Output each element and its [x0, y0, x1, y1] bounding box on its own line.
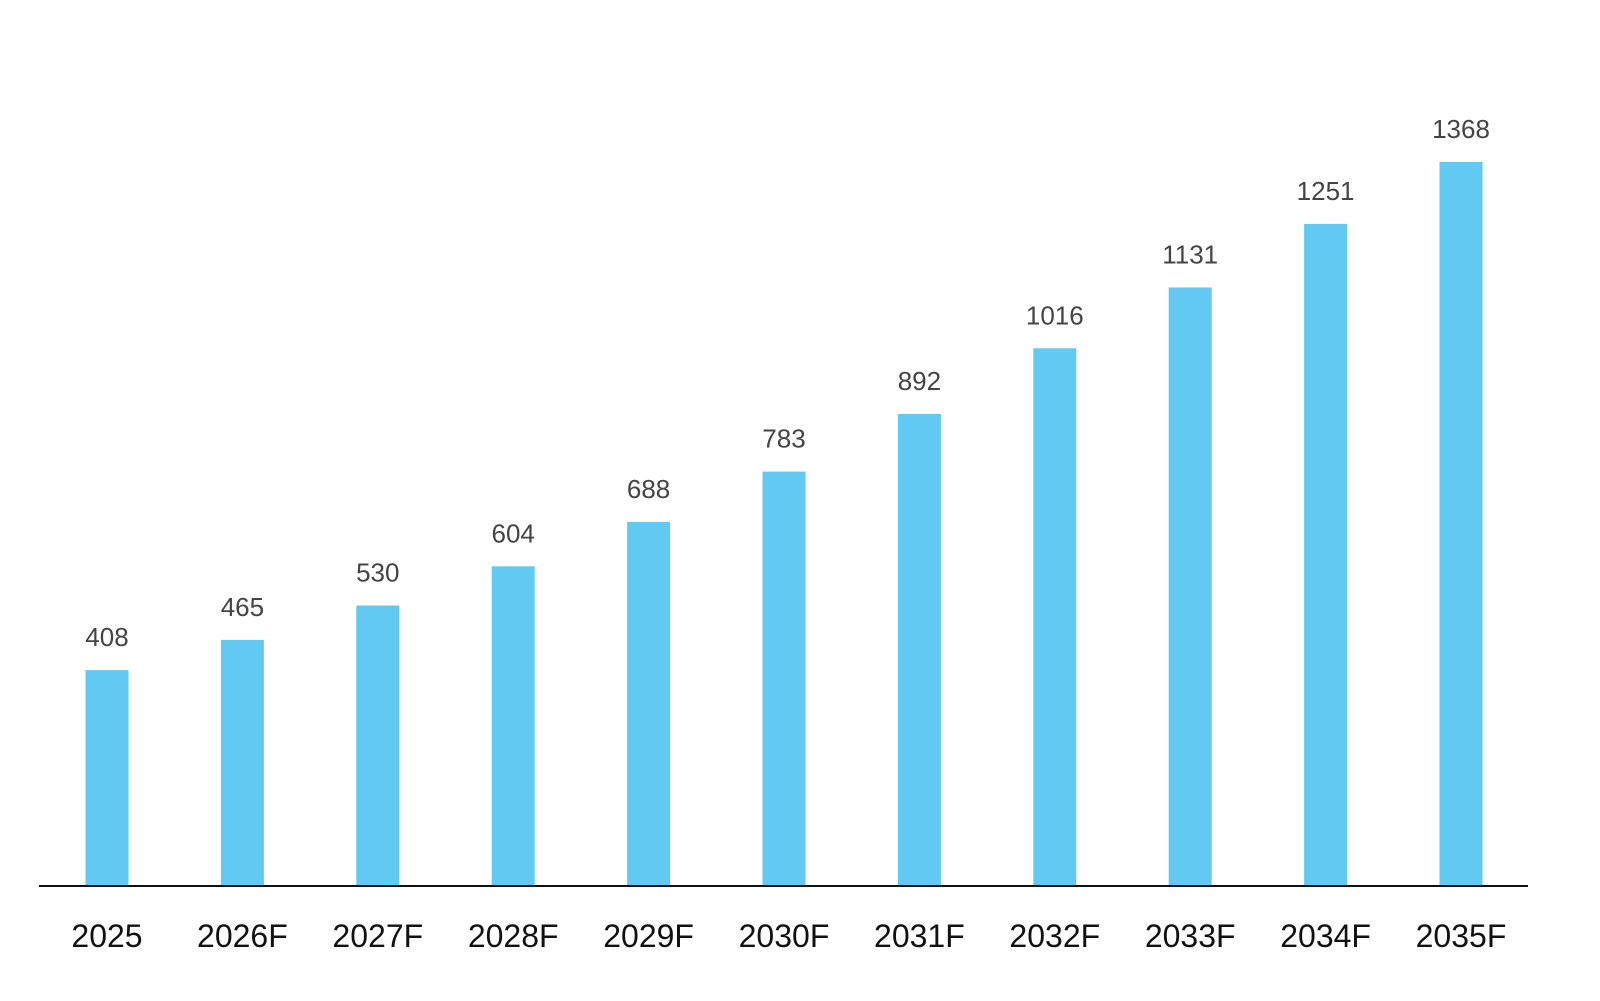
bar-2035F: [1439, 162, 1483, 886]
x-tick-label-2029F: 2029F: [603, 918, 694, 954]
data-labels-group: 408 465 530 604 688 783 892 1016 1131 1251 1368: [85, 114, 1490, 652]
bar-2030F: [762, 471, 806, 886]
data-label-2029F: 688: [627, 474, 670, 504]
x-tick-label-2028F: 2028F: [468, 918, 559, 954]
bar-2034F: [1304, 223, 1348, 887]
data-label-2034F: 1251: [1297, 176, 1355, 206]
data-label-2026F: 465: [221, 592, 264, 622]
bar-2031F: [897, 413, 941, 886]
x-tick-label-2034F: 2034F: [1280, 918, 1371, 954]
x-tick-label-2030F: 2030F: [739, 918, 830, 954]
bar-2028F: [491, 566, 535, 886]
data-label-2033F: 1131: [1162, 239, 1218, 269]
x-tick-label-2033F: 2033F: [1145, 918, 1236, 954]
bar-2029F: [627, 521, 671, 886]
data-label-2025: 408: [85, 622, 128, 652]
x-tick-label-2035F: 2035F: [1416, 918, 1507, 954]
data-label-2031F: 892: [898, 366, 941, 396]
x-tick-label-2032F: 2032F: [1009, 918, 1100, 954]
data-label-2032F: 1016: [1026, 300, 1084, 330]
bar-2033F: [1168, 287, 1212, 886]
bar-2025: [85, 670, 129, 886]
bar-2026F: [220, 639, 264, 886]
data-label-2035F: 1368: [1432, 114, 1490, 144]
bars-group: [85, 162, 1483, 887]
bar-2032F: [1033, 348, 1077, 887]
data-label-2028F: 604: [492, 518, 535, 548]
data-label-2030F: 783: [762, 424, 805, 454]
data-label-2027F: 530: [356, 558, 399, 588]
bar-2027F: [356, 605, 400, 886]
x-tick-labels-group: 2025 2026F 2027F 2028F 2029F 2030F 2031F 2032F 2…: [71, 918, 1506, 954]
x-tick-label-2027F: 2027F: [332, 918, 423, 954]
x-tick-label-2026F: 2026F: [197, 918, 288, 954]
x-tick-label-2025: 2025: [71, 918, 142, 954]
x-tick-label-2031F: 2031F: [874, 918, 965, 954]
